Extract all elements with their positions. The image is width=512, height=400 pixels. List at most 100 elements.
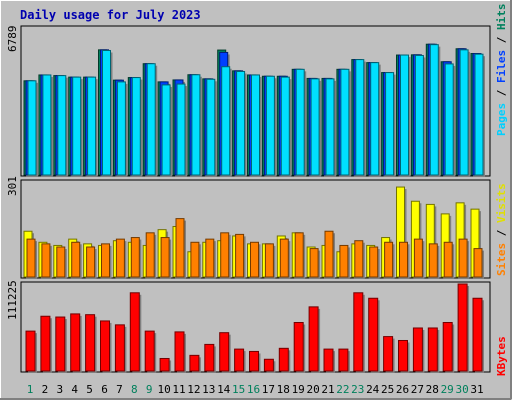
x-tick-label-day-10: 10 xyxy=(157,383,170,396)
x-tick-label-day-25: 25 xyxy=(381,383,394,396)
kbytes-panel-kbytes-bar-day-23 xyxy=(353,292,364,372)
hits-series-legend: Pages / Files / Hits xyxy=(495,4,508,137)
x-tick-label-day-12: 12 xyxy=(187,383,200,396)
hits-panel-pages-bar-day-16 xyxy=(251,74,260,176)
kbytes-panel-kbytes-bar-day-8 xyxy=(129,292,140,372)
hits-panel-pages-bar-day-10 xyxy=(161,84,171,176)
kbytes-panel-kbytes-bar-day-15 xyxy=(234,348,245,372)
chart-title: Daily usage for July 2023 xyxy=(20,8,201,22)
visits-panel-sites-bar-day-13 xyxy=(205,238,215,278)
visits-panel-sites-bar-day-25 xyxy=(384,241,394,278)
kbytes-panel-kbytes-bar-day-14 xyxy=(219,332,230,372)
x-tick-label-day-27: 27 xyxy=(411,383,424,396)
kbytes-panel-kbytes-bar-day-18 xyxy=(278,347,289,372)
x-tick-label-day-26: 26 xyxy=(396,383,409,396)
hits-panel-pages-bar-day-4 xyxy=(72,76,82,176)
kbytes-panel-kbytes-bar-day-5 xyxy=(85,314,96,372)
kbytes-panel-kbytes-bar-day-12 xyxy=(189,354,200,372)
kbytes-panel-kbytes-bar-day-7 xyxy=(114,324,125,372)
hits-panel-pages-bar-day-3 xyxy=(57,75,67,176)
hits-panel-pages-bar-day-29 xyxy=(444,63,454,176)
x-axis-labels: 1 2 3 4 5 6 7 8 9 10 11 12 13 14 15 16 17 18 19 20 21 22 23 24 2… xyxy=(27,383,484,396)
kbytes-panel-kbytes-bar-day-31 xyxy=(472,297,483,372)
x-tick-label-day-31: 31 xyxy=(470,383,483,396)
kbytes-panel-kbytes-bar-day-9 xyxy=(144,330,155,372)
hits-panel-pages-bar-day-27 xyxy=(414,54,424,176)
visits-panel-sites-bar-day-30 xyxy=(458,238,468,278)
x-tick-label-day-8: 8 xyxy=(131,383,138,396)
hits-panel-pages-bar-day-6 xyxy=(102,49,111,176)
kbytes-panel-kbytes-bar-day-25 xyxy=(383,336,394,372)
kbytes-panel-kbytes-bar-day-13 xyxy=(204,343,215,372)
kbytes-panel-kbytes-bar-day-30 xyxy=(457,283,468,372)
kbytes-panel-kbytes-bar-day-2 xyxy=(40,315,51,372)
kbytes-panel-kbytes-bar-day-20 xyxy=(308,306,319,372)
hits-panel-pages-bar-day-7 xyxy=(116,81,126,176)
x-tick-label-day-18: 18 xyxy=(277,383,290,396)
visits-panel-sites-bar-day-22 xyxy=(339,244,349,278)
hits-panel-pages-bar-day-20 xyxy=(310,78,320,176)
visits-panel-sites-bar-day-6 xyxy=(101,243,110,278)
visits-panel-sites-bar-day-18 xyxy=(279,238,289,278)
visits-panel-sites-bar-day-29 xyxy=(443,241,453,278)
hits-panel-pages-bar-day-12 xyxy=(191,74,201,176)
visits-panel-sites-bar-day-12 xyxy=(190,241,200,278)
visits-panel-sites-bar-day-7 xyxy=(115,238,125,278)
kbytes-panel-kbytes-bar-day-26 xyxy=(398,339,408,372)
hits-panel-pages-bar-day-2 xyxy=(42,74,52,176)
visits-panel-sites-bar-day-19 xyxy=(294,232,304,278)
hits-panel-pages-bar-day-26 xyxy=(400,54,409,176)
kbytes-panel-kbytes-bar-day-22 xyxy=(338,348,349,372)
x-tick-label-day-7: 7 xyxy=(116,383,123,396)
x-tick-label-day-4: 4 xyxy=(71,383,78,396)
x-tick-label-day-28: 28 xyxy=(426,383,439,396)
hits-panel-pages-bar-day-14 xyxy=(221,66,231,176)
visits-panel-sites-bar-day-20 xyxy=(309,248,319,278)
hits-panel-pages-bar-day-15 xyxy=(236,71,246,176)
legend-sep-2: / xyxy=(495,30,508,50)
x-tick-label-day-13: 13 xyxy=(202,383,215,396)
x-tick-label-day-21: 21 xyxy=(321,383,334,396)
visits-panel-sites-bar-day-5 xyxy=(86,246,96,278)
legend-files: Files xyxy=(495,50,508,83)
visits-panel-sites-bar-day-1 xyxy=(26,238,36,278)
x-tick-label-day-3: 3 xyxy=(56,383,63,396)
x-tick-label-day-16: 16 xyxy=(247,383,260,396)
x-tick-label-day-6: 6 xyxy=(101,383,108,396)
hits-panel-pages-bar-day-19 xyxy=(295,68,305,176)
hits-panel-pages-bar-day-23 xyxy=(355,59,365,176)
x-tick-label-day-29: 29 xyxy=(441,383,454,396)
visits-panel-sites-bar-day-21 xyxy=(324,230,334,278)
hits-panel-pages-bar-day-24 xyxy=(370,62,380,176)
kbytes-panel-kbytes-bar-day-6 xyxy=(100,320,110,372)
x-tick-label-day-23: 23 xyxy=(351,383,364,396)
visits-panel-sites-bar-day-24 xyxy=(369,246,379,278)
visits-panel-sites-bar-day-26 xyxy=(399,241,408,278)
visits-panel-sites-bar-day-17 xyxy=(264,243,274,278)
kbytes-panel-kbytes-bar-day-27 xyxy=(412,327,423,372)
kbytes-panel-kbytes-bar-day-1 xyxy=(25,330,36,372)
visits-panel-sites-bar-day-3 xyxy=(56,246,66,278)
hits-panel-pages-bar-day-1 xyxy=(27,80,37,176)
visits-panel-sites-bar-day-8 xyxy=(130,237,140,278)
kbytes-panel-kbytes-bar-day-28 xyxy=(427,327,438,372)
visits-panel-sites-bar-day-9 xyxy=(145,232,155,278)
x-tick-label-day-11: 11 xyxy=(172,383,185,396)
visits-panel-sites-bar-day-15 xyxy=(235,233,245,278)
x-tick-label-day-14: 14 xyxy=(217,383,231,396)
legend-sites: Sites xyxy=(495,243,508,276)
kbytes-panel-kbytes-bar-day-10 xyxy=(159,357,170,372)
hits-panel-pages-bar-day-5 xyxy=(87,76,97,176)
x-tick-label-day-19: 19 xyxy=(292,383,305,396)
kbytes-panel-kbytes-bar-day-24 xyxy=(368,297,379,372)
x-tick-label-day-15: 15 xyxy=(232,383,245,396)
hits-panel-pages-bar-day-22 xyxy=(340,68,350,176)
kbytes-panel-kbytes-bar-day-21 xyxy=(323,348,334,372)
legend-visits: Visits xyxy=(495,183,508,223)
hits-panel-pages-bar-day-30 xyxy=(459,49,469,176)
hits-y-max-label: 6789 xyxy=(6,26,19,53)
hits-panel-pages-bar-day-25 xyxy=(385,72,395,176)
kbytes-panel-kbytes-bar-day-16 xyxy=(249,350,259,372)
